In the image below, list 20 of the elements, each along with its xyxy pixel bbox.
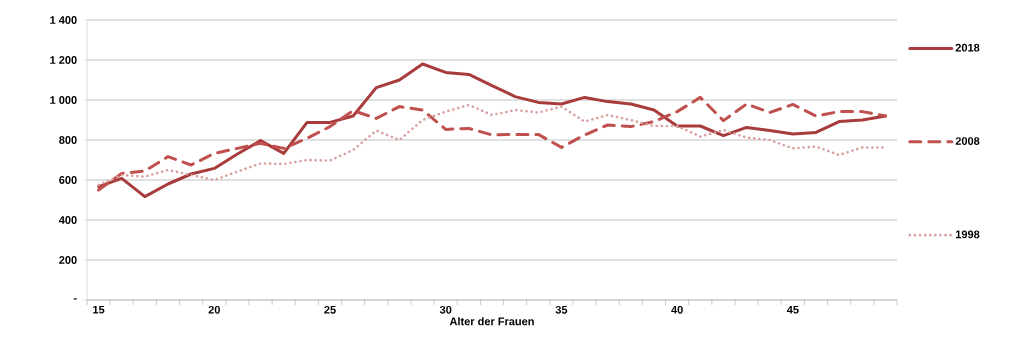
line-series — [97, 62, 887, 199]
x-tick-label: 15 — [93, 305, 105, 314]
x-tick-label: 45 — [786, 305, 799, 314]
y-tick-label: 1 400 — [50, 16, 77, 24]
y-tick-label: 1 200 — [50, 56, 77, 64]
legend-label: 2018 — [955, 43, 980, 52]
y-tick-label: 400 — [58, 216, 77, 224]
y-tick-label: 200 — [59, 256, 77, 264]
x-tick-label: 25 — [324, 305, 336, 314]
x-tick-label: 35 — [555, 305, 568, 314]
x-tick-label: 40 — [671, 305, 683, 314]
x-tick-label: 30 — [439, 305, 452, 314]
y-tick-label: 800 — [59, 136, 77, 144]
y-tick-label: 600 — [59, 176, 77, 184]
y-tick-label: 1 000 — [50, 96, 77, 104]
legend-label: 2008 — [955, 137, 980, 145]
x-axis-title: Alter der Frauen — [449, 317, 534, 326]
y-tick-label: - — [73, 298, 77, 300]
x-tick-label: 20 — [208, 305, 220, 314]
legend-label: 1998 — [955, 230, 980, 239]
